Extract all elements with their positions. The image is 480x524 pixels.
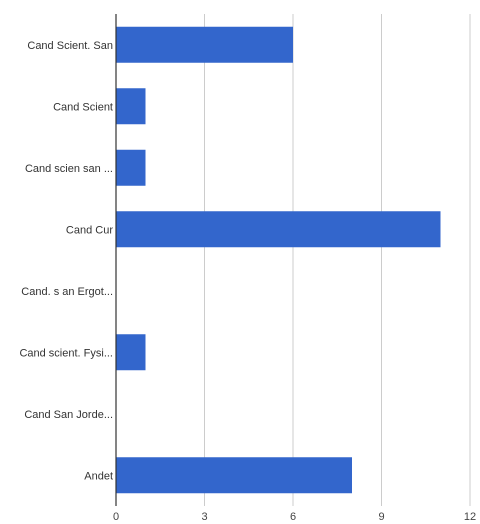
x-tick-label-3: 3 — [201, 511, 207, 523]
x-tick-label-9: 9 — [378, 511, 384, 523]
bar-1[interactable] — [116, 26, 293, 63]
tick-layer: 0 3 6 9 12 — [113, 511, 476, 523]
bar-6[interactable] — [116, 334, 146, 371]
category-label-1: Cand Scient. San — [27, 40, 113, 52]
category-label-8: Andet — [84, 470, 113, 482]
bar-2[interactable] — [116, 88, 146, 125]
grid-layer — [204, 14, 471, 506]
category-label-3: Cand scien san ... — [25, 163, 113, 175]
category-label-6: Cand scient. Fysi... — [19, 347, 113, 359]
bar-3[interactable] — [116, 149, 146, 186]
category-label-4: Cand Cur — [66, 224, 113, 236]
bar-layer — [116, 26, 441, 494]
category-label-2: Cand Scient — [53, 101, 113, 113]
label-layer: Cand Scient. San Cand Scient Cand scien sa… — [19, 40, 113, 483]
category-label-5: Cand. s an Ergot... — [21, 286, 113, 298]
bar-8[interactable] — [116, 457, 352, 494]
x-tick-label-0: 0 — [113, 511, 119, 523]
category-label-7: Cand San Jorde... — [24, 409, 113, 421]
x-tick-label-12: 12 — [464, 511, 476, 523]
x-tick-label-6: 6 — [290, 511, 296, 523]
bar-4[interactable] — [116, 211, 441, 248]
